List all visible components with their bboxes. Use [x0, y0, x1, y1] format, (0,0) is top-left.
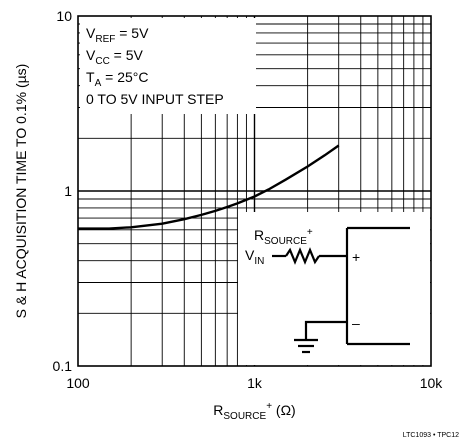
x-tick-label: 10k [420, 375, 444, 391]
inset-background [238, 212, 430, 365]
condition-line: TA = 25°C [86, 69, 148, 89]
condition-line: VREF = 5V [86, 25, 149, 45]
y-axis-label: S & H ACQUISITION TIME TO 0.1% (µs) [13, 64, 29, 319]
y-tick-label: 1 [64, 183, 72, 199]
series-line [78, 144, 340, 230]
x-tick-label: 100 [66, 375, 90, 391]
inset-vin-label: VIN [245, 247, 264, 267]
inset-circuit-diagram: RSOURCE+VIN + – [245, 226, 410, 354]
condition-line: 0 TO 5V INPUT STEP [86, 91, 224, 107]
footer-code: LTC1093 • TPC12 [403, 432, 459, 439]
x-axis-label-tail: (Ω) [272, 402, 296, 418]
inset-minus-label: – [352, 315, 360, 331]
y-tick-labels: 0.1 1 10 [53, 8, 73, 374]
inset-resistor [285, 247, 320, 265]
conditions-box [80, 18, 256, 114]
x-axis-label-sub: SOURCE [223, 411, 266, 422]
x-tick-labels: 100 1k 10k [66, 375, 443, 391]
x-axis-label-main: R [213, 402, 223, 418]
condition-line: VCC = 5V [86, 47, 144, 67]
plot-frame [77, 15, 432, 367]
inset-ground-wire [304, 320, 347, 340]
x-tick-label: 1k [247, 375, 263, 391]
y-tick-label: 0.1 [53, 358, 73, 374]
x-axis-label: RSOURCE+ (Ω) [213, 401, 295, 422]
inset-plus-label: + [352, 249, 360, 265]
y-tick-label: 10 [56, 8, 72, 24]
x-axis-label-sup: + [266, 401, 272, 412]
inset-rsource-label: RSOURCE+ [254, 227, 313, 247]
